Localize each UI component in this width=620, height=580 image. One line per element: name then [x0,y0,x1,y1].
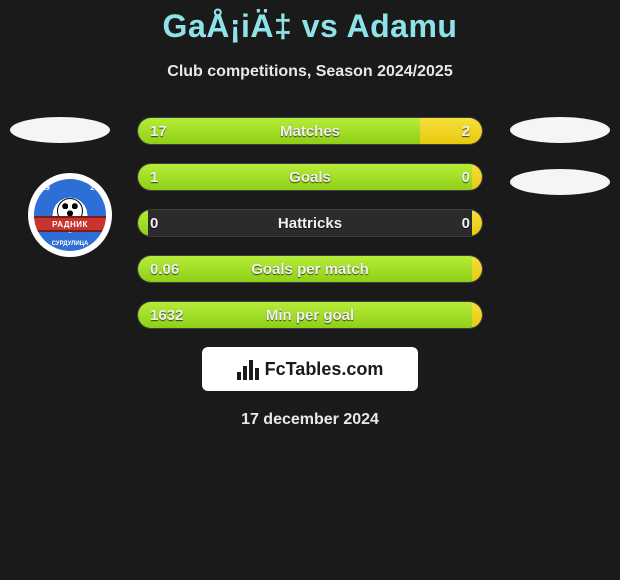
player-avatar-left-placeholder [10,117,110,143]
badge-club-name: РАДНИК [52,220,88,229]
stat-label: Min per goal [138,302,482,328]
stat-label: Goals per match [138,256,482,282]
stat-label: Matches [138,118,482,144]
page-title: GaÅ¡iÄ‡ vs Adamu [0,0,620,45]
stat-label: Goals [138,164,482,190]
bar-chart-icon [237,358,259,380]
badge-year-left: 19 [42,185,50,192]
stat-row: 17Matches2 [137,117,483,145]
stats-area: 19 26 РАДНИК СУРДУЛИЦА 17Matches2 1Goals0… [0,117,620,329]
badge-sub: СУРДУЛИЦА [34,241,106,247]
brand-box: FcTables.com [202,347,418,391]
badge-year-right: 26 [90,185,98,192]
badge-ribbon: РАДНИК [34,216,106,232]
stat-row: 0.06Goals per match [137,255,483,283]
brand-text: FcTables.com [265,359,384,380]
stat-row: 1Goals0 [137,163,483,191]
page-subtitle: Club competitions, Season 2024/2025 [0,63,620,81]
club-badge-graphic: 19 26 РАДНИК СУРДУЛИЦА [34,179,106,251]
player-avatar-right-placeholder-2 [510,169,610,195]
stat-label: Hattricks [138,210,482,236]
club-badge-left: 19 26 РАДНИК СУРДУЛИЦА [28,173,112,257]
stat-value-right: 0 [462,164,470,190]
stat-row: 1632Min per goal [137,301,483,329]
date-line: 17 december 2024 [0,411,620,429]
player-avatar-right-placeholder [510,117,610,143]
stat-value-right: 2 [462,118,470,144]
stat-value-right: 0 [462,210,470,236]
comparison-bars: 17Matches21Goals00Hattricks00.06Goals pe… [137,117,483,329]
stat-row: 0Hattricks0 [137,209,483,237]
